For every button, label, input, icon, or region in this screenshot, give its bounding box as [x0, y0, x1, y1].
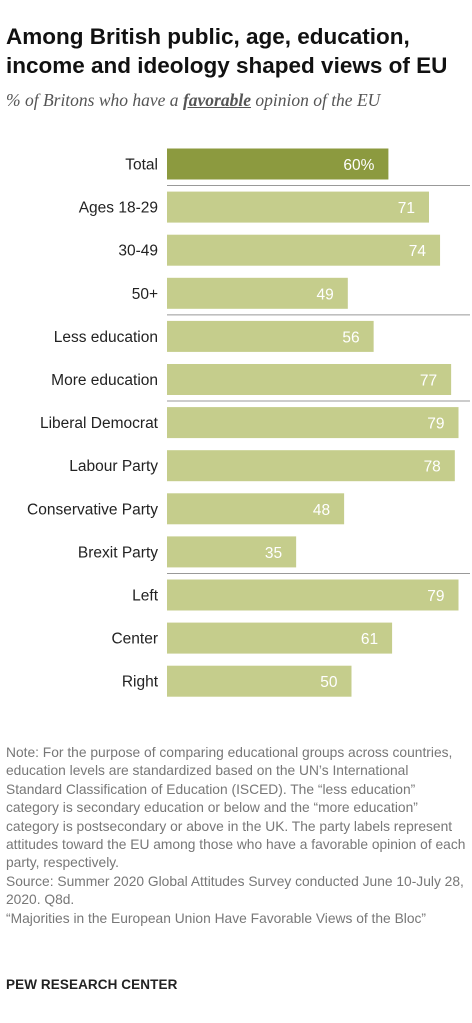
- category-label: Conservative Party: [27, 501, 158, 518]
- bar: [167, 364, 452, 395]
- note-text: Note: For the purpose of comparing educa…: [6, 745, 466, 871]
- value-label: 35: [265, 545, 282, 562]
- value-label: 60%: [343, 157, 374, 174]
- category-label: Brexit Party: [78, 544, 158, 561]
- bar: [167, 579, 459, 611]
- bar: [167, 234, 441, 266]
- category-label: Right: [122, 674, 159, 691]
- pew-logo-text: PEW RESEARCH CENTER: [6, 977, 178, 992]
- bar: [167, 191, 429, 223]
- bar: [167, 407, 459, 439]
- value-label: 74: [409, 243, 427, 260]
- category-label: 50+: [132, 286, 158, 303]
- bar: [167, 277, 348, 309]
- value-label: 78: [424, 459, 441, 476]
- bar: [167, 536, 297, 568]
- value-label: 61: [361, 631, 378, 648]
- value-label: 49: [317, 286, 334, 303]
- bar: [167, 148, 389, 180]
- category-label: Center: [111, 631, 158, 648]
- footnotes: Note: For the purpose of comparing educa…: [6, 744, 466, 928]
- chart-subtitle: % of Britons who have a favorable opinio…: [6, 90, 468, 111]
- source-text: Source: Summer 2020 Global Attitudes Sur…: [6, 873, 464, 908]
- category-label: Total: [125, 157, 158, 174]
- value-label: 79: [427, 588, 444, 605]
- category-label: Labour Party: [69, 458, 158, 475]
- category-label: More education: [51, 372, 158, 389]
- bar: [167, 665, 352, 697]
- value-label: 56: [342, 329, 359, 346]
- value-label: 48: [313, 502, 330, 519]
- category-label: Ages 18-29: [79, 200, 158, 217]
- chart-title: Among British public, age, education, in…: [6, 24, 448, 78]
- report-title: “Majorities in the European Union Have F…: [6, 910, 426, 926]
- value-label: 79: [427, 416, 444, 433]
- bar: [167, 493, 345, 525]
- value-label: 71: [398, 200, 415, 217]
- category-label: Less education: [54, 329, 158, 346]
- subtitle-emphasis: favorable: [182, 90, 251, 110]
- bar-chart: Total 60% Ages 18-29 71 30-49 74 50+ 49 Less edu…: [27, 148, 470, 697]
- value-label: 77: [420, 373, 437, 390]
- value-label: 50: [320, 674, 338, 691]
- category-label: Liberal Democrat: [40, 415, 159, 432]
- bar: [167, 450, 455, 482]
- subtitle-prefix: % of Britons who have a: [6, 90, 183, 110]
- bar: [167, 622, 393, 654]
- category-label: Left: [132, 588, 159, 605]
- category-label: 30-49: [118, 243, 158, 260]
- bar: [167, 320, 374, 352]
- subtitle-suffix: opinion of the EU: [250, 90, 381, 110]
